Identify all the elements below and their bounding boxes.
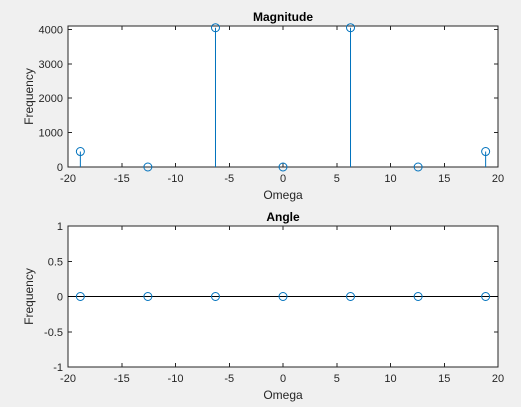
x-axis-label: Omega xyxy=(263,188,303,202)
x-tick-label: 10 xyxy=(384,173,396,185)
y-tick-label: 0 xyxy=(57,162,63,174)
x-tick-label: 15 xyxy=(438,373,450,385)
stem-marker xyxy=(481,147,491,157)
stem-marker xyxy=(413,162,423,172)
x-tick-label: -20 xyxy=(60,173,76,185)
stem-marker xyxy=(75,292,85,301)
y-tick-label: 4000 xyxy=(39,24,63,36)
x-tick-label: 20 xyxy=(492,373,504,385)
x-tick-label: -15 xyxy=(114,373,130,385)
x-tick-label: -10 xyxy=(168,373,184,385)
y-tick-label: -1 xyxy=(53,362,63,374)
y-tick-label: 1 xyxy=(57,221,63,233)
stem-marker xyxy=(210,23,220,33)
stem-marker xyxy=(413,292,423,301)
x-tick-label: 5 xyxy=(334,173,340,185)
y-tick-label: 2000 xyxy=(39,93,63,105)
plot-area xyxy=(67,25,499,168)
y-axis-label: Frequency xyxy=(22,68,36,125)
x-tick-label: 10 xyxy=(384,373,396,385)
magnitude-plot: -20 -15 -10 -5 0 5 10 15 20 0 1000 2000 3000 4000 Magn… xyxy=(22,10,504,202)
stem-marker xyxy=(346,292,356,301)
chart-title: Angle xyxy=(266,210,300,224)
y-tick-label: 0 xyxy=(57,292,63,304)
stem-marker xyxy=(481,292,491,301)
chart-title: Magnitude xyxy=(253,10,313,24)
x-tick-label: 5 xyxy=(334,373,340,385)
x-tick-label: 0 xyxy=(280,373,286,385)
y-tick-label: 1000 xyxy=(39,128,63,140)
x-tick-label: -15 xyxy=(114,173,130,185)
x-tick-label: -5 xyxy=(224,173,234,185)
x-axis-label: Omega xyxy=(263,388,303,402)
stem-marker xyxy=(278,292,288,301)
x-tick-label: 15 xyxy=(438,173,450,185)
y-tick-label: 3000 xyxy=(39,59,63,71)
stem-marker xyxy=(143,162,153,172)
y-tick-label: 0.5 xyxy=(48,256,63,268)
x-tick-label: -20 xyxy=(60,373,76,385)
stem-marker xyxy=(210,292,220,301)
stem-marker xyxy=(346,23,356,33)
x-tick-label: 0 xyxy=(280,173,286,185)
stem-marker xyxy=(278,162,288,172)
y-axis-label: Frequency xyxy=(22,268,36,325)
stem-marker xyxy=(143,292,153,301)
angle-plot: -20 -15 -10 -5 0 5 10 15 20 -1 -0.5 0 0.5 1 Angle Omega… xyxy=(22,210,504,402)
stem-marker xyxy=(75,147,85,157)
x-tick-label: -5 xyxy=(224,373,234,385)
y-tick-label: -0.5 xyxy=(44,327,63,339)
x-tick-label: -10 xyxy=(168,173,184,185)
x-tick-label: 20 xyxy=(492,173,504,185)
